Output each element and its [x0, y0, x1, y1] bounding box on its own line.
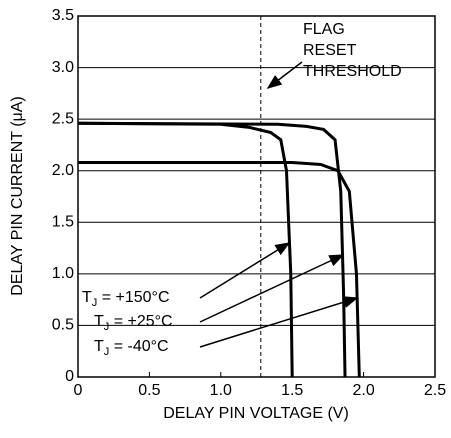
annotation: THRESHOLD — [303, 63, 402, 80]
legend-label-sub: J — [104, 321, 110, 333]
legend-label-sub: J — [104, 346, 110, 358]
legend-arrow — [199, 242, 291, 299]
legend-label-sub: J — [92, 297, 98, 309]
y-tick-label: 1.5 — [52, 214, 74, 231]
x-tick-label: 1.0 — [210, 382, 232, 399]
y-axis-title: DELAY PIN CURRENT (μA) — [9, 96, 26, 295]
y-tick-label: 2.5 — [52, 110, 74, 127]
y-tick-label: 3.0 — [52, 59, 74, 76]
x-tick-label: 0.5 — [138, 382, 160, 399]
legend-label-rest: = +25°C — [109, 313, 172, 330]
y-tick-label: 0.5 — [52, 317, 74, 334]
y-tick-label: 3.5 — [52, 7, 74, 24]
legend-label: TJ = +150°C — [82, 289, 170, 309]
legend-label-base: T — [82, 289, 92, 306]
annotation: RESET — [303, 42, 357, 59]
legend-label: TJ = +25°C — [94, 313, 173, 333]
y-tick-label: 2.0 — [52, 162, 74, 179]
legend-label: TJ = -40°C — [94, 338, 169, 358]
x-axis-title: DELAY PIN VOLTAGE (V) — [163, 405, 349, 422]
x-tick-label: 0 — [74, 382, 83, 399]
y-tick-label: 1.0 — [52, 265, 74, 282]
plot-frame — [77, 15, 436, 378]
line — [78, 160, 361, 378]
legend-label-rest: = -40°C — [109, 338, 168, 355]
legend-arrow — [199, 254, 345, 323]
x-tick-label: 1.5 — [281, 382, 303, 399]
x-tick-label: 2.0 — [352, 382, 374, 399]
x-tick-label: 2.5 — [424, 382, 446, 399]
y-tick-label: 0 — [65, 368, 74, 385]
legend-label-base: T — [94, 338, 104, 355]
line — [77, 121, 347, 378]
annotation: FLAG — [303, 21, 345, 38]
legend-label-base: T — [94, 313, 104, 330]
legend-label-rest: = +150°C — [97, 289, 169, 306]
annotation-arrow — [266, 61, 303, 89]
legend-arrow — [199, 296, 359, 348]
